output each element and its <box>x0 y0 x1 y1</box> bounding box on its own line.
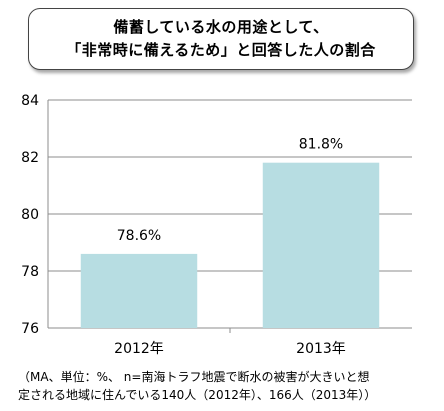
y-tick-label: 82 <box>21 150 39 166</box>
chart-title-line-2: 「非常時に備えるため」と回答した人の割合 <box>66 41 376 59</box>
footnote-line-1: （MA、単位：%、 n=南海トラフ地震で断水の被害が大きいと想 <box>18 370 370 384</box>
bar <box>80 253 198 328</box>
data-label: 81.8% <box>299 137 343 153</box>
chart-title-box: 備蓄している水の用途として、 「非常時に備えるため」と回答した人の割合 <box>28 8 414 70</box>
footnote-line-2: 定される地域に住んでいる140人（2012年）、166人（2013年）） <box>18 388 377 402</box>
y-tick-label: 80 <box>21 207 39 223</box>
y-tick-label: 84 <box>21 93 39 109</box>
y-tick-label: 78 <box>21 264 39 280</box>
chart-title-line-1: 備蓄している水の用途として、 <box>113 18 329 36</box>
bar <box>262 162 380 328</box>
x-tick-label: 2013年 <box>296 341 346 357</box>
x-tick-label: 2012年 <box>114 341 164 357</box>
data-label: 78.6% <box>117 228 161 244</box>
footnote: （MA、単位：%、 n=南海トラフ地震で断水の被害が大きいと想 定される地域に住… <box>18 368 438 404</box>
y-tick-label: 76 <box>21 321 39 337</box>
